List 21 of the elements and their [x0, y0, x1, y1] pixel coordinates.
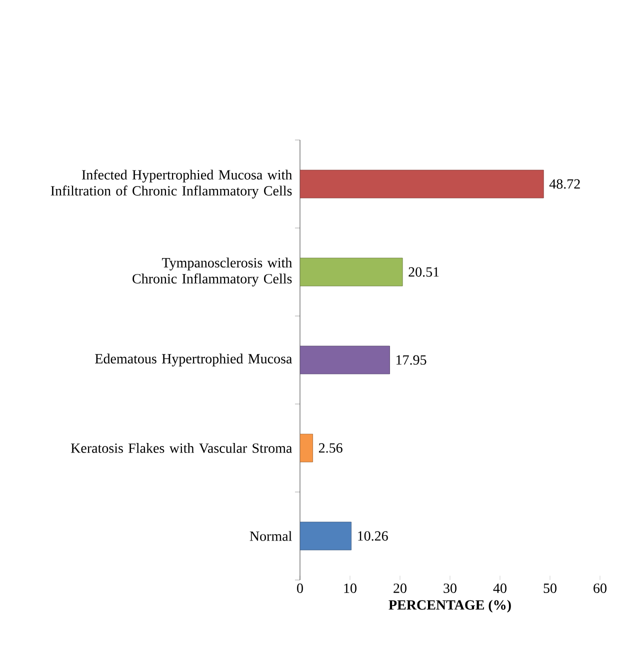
data-label: 48.72 — [549, 179, 580, 189]
data-label: 2.56 — [318, 443, 342, 453]
bar — [300, 170, 544, 198]
x-tick-label: 50 — [544, 584, 556, 593]
y-tick-label: Tympanosclerosis with Chronic Inflammatory Cells — [132, 258, 292, 286]
x-tick-label: 10 — [344, 584, 356, 593]
y-tick-label: Keratosis Flakes with Vascular Stroma — [70, 443, 292, 453]
data-label: 10.26 — [358, 531, 388, 541]
x-tick-label: 0 — [297, 584, 303, 593]
y-tick-label: Edematous Hypertrophied Mucosa — [95, 354, 292, 366]
data-label: 20.51 — [408, 267, 439, 277]
bar — [300, 346, 390, 374]
data-label: 17.95 — [396, 355, 426, 365]
x-tick-label: 60 — [594, 584, 606, 593]
x-tick-label: 40 — [493, 584, 506, 593]
y-tick-label: Normal — [250, 531, 292, 541]
y-tick-label: Infected Hypertrophied Mucosa with Infiltration of Chronic Inflammatory Cells — [50, 170, 292, 198]
x-tick-label: 20 — [394, 584, 406, 593]
bar — [300, 434, 313, 462]
x-tick-label: 30 — [444, 584, 456, 593]
x-axis-title: PERCENTAGE (%) — [388, 600, 511, 613]
